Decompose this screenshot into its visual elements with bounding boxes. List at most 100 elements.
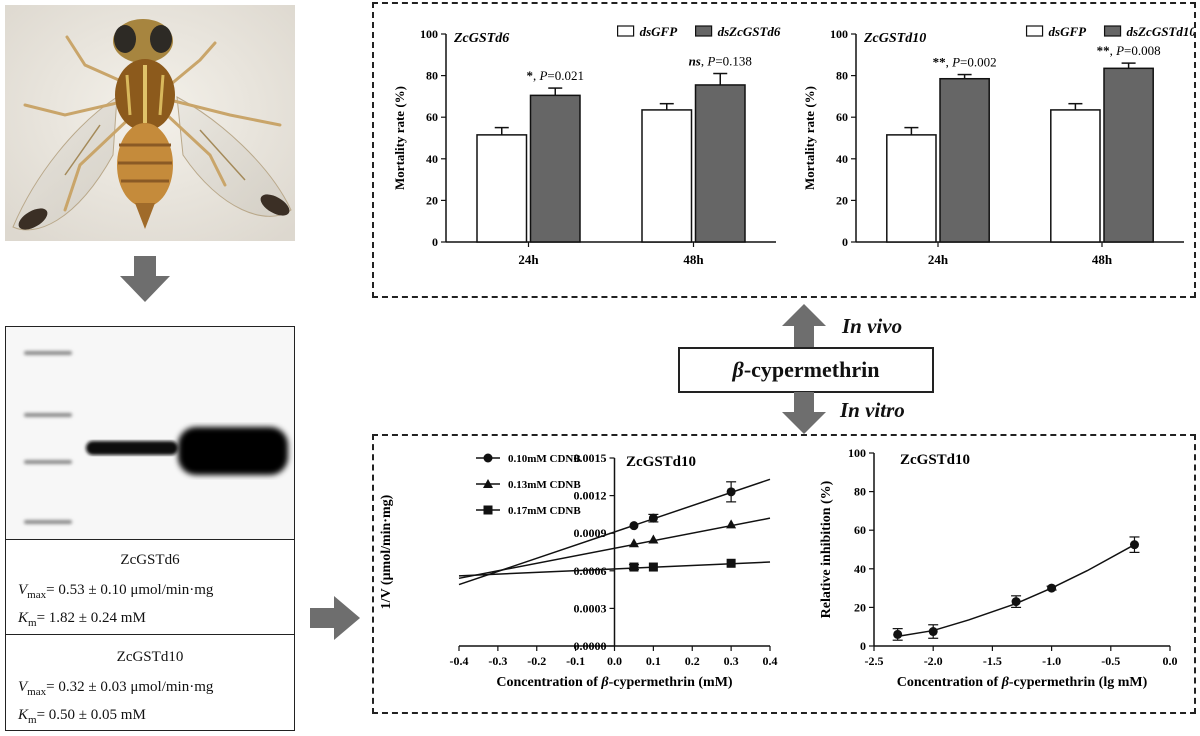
y-tick-label: 80 <box>426 69 438 83</box>
y-tick-label: 0.0003 <box>574 601 607 615</box>
data-point <box>893 629 903 639</box>
data-point <box>726 558 736 568</box>
significance-label: **, P=0.002 <box>933 55 997 70</box>
kinetics-box-zcgstd6: ZcGSTd6 Vmax= 0.53 ± 0.10 μmol/min·mg Km… <box>5 539 295 636</box>
chart-title: ZcGSTd6 <box>453 31 509 46</box>
km-line: Km= 0.50 ± 0.05 mM <box>18 707 146 726</box>
mortality-chart-zcgstd6: 0 20 40 60 80 100 Mortality rate (%) ZcGSTd6 dsG… <box>392 24 781 267</box>
y-tick-label: 100 <box>830 27 848 41</box>
y-axis-label: Relative inhibition (%) <box>819 480 834 618</box>
bar <box>939 77 990 243</box>
in-vitro-panel <box>372 434 1196 714</box>
legend-label: 0.10mM CDNB <box>508 453 581 465</box>
legend-marker <box>483 479 493 488</box>
legend-swatch <box>617 25 635 37</box>
legend-marker <box>483 505 493 515</box>
compound-label: β -cypermethrin <box>678 347 934 393</box>
legend-label: dsZcGSTd10 <box>1127 24 1194 39</box>
lineweaver-burk-chart: -0.4 -0.3 -0.2 -0.1 0.0 0.1 0.2 0.3 0.4 0.0000 0.0… <box>379 451 778 690</box>
x-tick-label: -1.0 <box>1042 654 1061 668</box>
chart-title: ZcGSTd10 <box>626 454 696 470</box>
x-axis-label: Concentration of β-cypermethrin (lg mM) <box>897 675 1148 690</box>
x-tick-label: -0.1 <box>566 654 585 668</box>
y-tick-label: 0 <box>842 235 848 249</box>
data-point <box>629 521 639 531</box>
x-axis-label: Concentration of β-cypermethrin (mM) <box>496 675 733 690</box>
significance-label: **, P=0.008 <box>1097 43 1161 58</box>
legend-label: 0.17mM CDNB <box>508 505 581 517</box>
x-tick-label: -0.4 <box>450 654 469 668</box>
fit-line <box>897 544 1135 638</box>
legend-marker <box>483 453 493 463</box>
x-tick-label: -2.5 <box>865 654 884 668</box>
y-tick-label: 100 <box>420 27 438 41</box>
x-tick-label: -1.5 <box>983 654 1002 668</box>
y-tick-label: 60 <box>836 110 848 124</box>
x-tick-label: -0.3 <box>488 654 507 668</box>
legend-swatch <box>695 25 713 37</box>
data-point <box>1129 540 1139 550</box>
data-point <box>1047 583 1057 593</box>
y-tick-label: 40 <box>854 562 866 576</box>
y-axis-label: 1/V (μmol/min·mg) <box>379 494 394 609</box>
x-tick-label: 24h <box>928 252 949 267</box>
legend-label: 0.13mM CDNB <box>508 479 581 491</box>
x-tick-label: 48h <box>1092 252 1113 267</box>
data-point <box>648 562 658 572</box>
x-tick-label: -0.5 <box>1101 654 1120 668</box>
right-arrow-icon <box>310 596 360 640</box>
y-tick-label: 40 <box>426 152 438 166</box>
data-point <box>648 534 659 544</box>
vmax-line: Vmax= 0.32 ± 0.03 μmol/min·mg <box>18 679 214 698</box>
y-tick-label: 80 <box>836 69 848 83</box>
x-tick-label: 0.2 <box>685 654 700 668</box>
y-tick-label: 0.0012 <box>574 489 607 503</box>
significance-label: ns, P=0.138 <box>689 54 752 69</box>
in-vivo-label: In vivo <box>842 314 903 338</box>
y-axis-label: Mortality rate (%) <box>392 86 407 190</box>
y-tick-label: 0 <box>432 235 438 249</box>
kinetics-box-zcgstd10: ZcGSTd10 Vmax= 0.32 ± 0.03 μmol/min·mg K… <box>5 634 295 731</box>
x-tick-label: 0.3 <box>724 654 739 668</box>
x-tick-label: 0.4 <box>763 654 778 668</box>
bar <box>476 134 528 243</box>
data-point <box>928 627 938 637</box>
y-tick-label: 0.0000 <box>574 639 607 653</box>
bar <box>641 109 693 243</box>
legend-label: dsGFP <box>1049 24 1088 39</box>
y-tick-label: 40 <box>836 152 848 166</box>
x-tick-label: 48h <box>683 252 704 267</box>
x-tick-label: 0.0 <box>1163 654 1178 668</box>
bar <box>1103 67 1154 243</box>
kinetics-title: ZcGSTd10 <box>116 649 184 665</box>
legend-swatch <box>1025 25 1044 37</box>
y-tick-label: 20 <box>426 193 438 207</box>
chart-title: ZcGSTd10 <box>863 31 926 46</box>
data-point <box>648 513 658 523</box>
y-tick-label: 80 <box>854 485 866 499</box>
legend-label: dsGFP <box>640 24 679 39</box>
legend-swatch <box>1103 25 1122 37</box>
down-arrow-icon <box>120 256 170 302</box>
x-tick-label: 0.0 <box>607 654 622 668</box>
vmax-line: Vmax= 0.53 ± 0.10 μmol/min·mg <box>18 582 214 601</box>
inhibition-chart: -2.5 -2.0 -1.5 -1.0 -0.5 0.0 0 20 40 60 80 100 Conce… <box>819 446 1178 690</box>
western-blot-image <box>5 326 295 540</box>
down-arrow-icon <box>782 392 826 434</box>
x-tick-label: -0.2 <box>527 654 546 668</box>
y-tick-label: 20 <box>836 193 848 207</box>
legend-label: dsZcGSTd6 <box>718 24 781 39</box>
y-axis-label: Mortality rate (%) <box>802 86 817 190</box>
x-tick-label: -2.0 <box>924 654 943 668</box>
significance-label: *, P=0.021 <box>526 68 584 83</box>
y-tick-label: 60 <box>426 110 438 124</box>
km-line: Km= 1.82 ± 0.24 mM <box>18 610 146 629</box>
in-vivo-panel <box>372 2 1196 298</box>
data-point <box>629 562 639 572</box>
y-tick-label: 0.0015 <box>574 451 607 465</box>
y-tick-label: 60 <box>854 523 866 537</box>
x-tick-label: 24h <box>518 252 539 267</box>
bar <box>529 94 581 243</box>
in-vitro-label: In vitro <box>840 398 905 422</box>
fit-line <box>458 517 771 580</box>
